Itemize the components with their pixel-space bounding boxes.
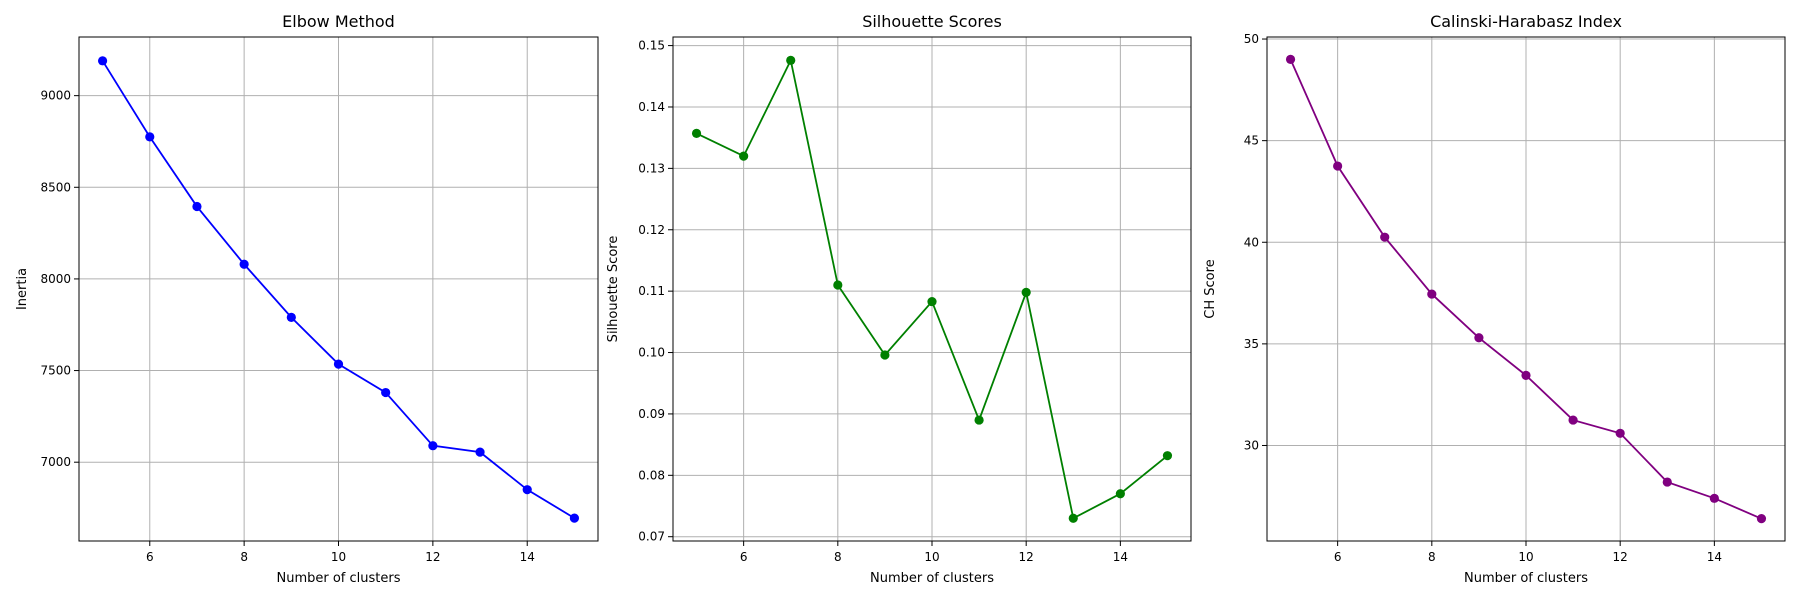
x-tick-label: 8 — [834, 550, 842, 564]
y-tick-label: 0.15 — [638, 39, 665, 53]
x-tick-label: 12 — [1613, 550, 1628, 564]
y-tick-label: 35 — [1244, 337, 1259, 351]
data-point — [475, 447, 485, 457]
data-point — [1021, 287, 1031, 297]
y-axis-label: CH Score — [1203, 259, 1218, 318]
chart-title: Elbow Method — [282, 12, 395, 31]
chart-title: Calinski-Harabasz Index — [1430, 12, 1622, 31]
data-point — [1068, 513, 1078, 523]
y-tick-label: 0.13 — [638, 161, 665, 175]
x-tick-label: 8 — [1428, 550, 1436, 564]
y-tick-label: 0.10 — [638, 346, 665, 360]
data-point — [1427, 289, 1437, 299]
data-point — [97, 56, 108, 66]
y-tick-label: 7000 — [40, 455, 71, 469]
y-tick-label: 45 — [1244, 134, 1259, 148]
y-tick-label: 0.07 — [638, 530, 665, 544]
x-tick-label: 14 — [520, 550, 535, 564]
x-tick-label: 12 — [1019, 550, 1034, 564]
data-point — [786, 55, 796, 65]
data-point — [691, 128, 702, 138]
x-tick-label: 14 — [1707, 550, 1722, 564]
data-point — [145, 132, 155, 142]
chart-panel-3: 6 8 10 12 14 30 35 40 45 50 Calinski-Harabasz Inde… — [1203, 12, 1786, 586]
data-point — [522, 485, 532, 495]
x-tick-label: 6 — [740, 550, 748, 564]
y-tick-label: 0.12 — [638, 223, 665, 237]
data-point — [1474, 333, 1484, 343]
y-axis-label: Inertia — [15, 268, 30, 310]
y-tick-label: 50 — [1244, 32, 1259, 46]
data-point — [192, 201, 202, 212]
data-point — [1709, 493, 1719, 503]
chart-panel-2: 6 8 10 12 14 0.07 0.08 0.09 0.10 0.11 0.12 0.13 0.14… — [606, 12, 1192, 586]
x-tick-label: 10 — [331, 550, 346, 564]
data-point — [239, 259, 249, 269]
plot-frame — [78, 36, 599, 542]
y-tick-label: 0.14 — [638, 100, 665, 114]
data-point — [1756, 514, 1767, 524]
y-tick-label: 7500 — [40, 364, 71, 378]
data-point — [974, 415, 984, 425]
data-point — [1380, 232, 1390, 242]
y-tick-label: 8500 — [40, 180, 71, 194]
chart-title: Silhouette Scores — [862, 12, 1002, 31]
data-point — [1568, 415, 1578, 425]
y-tick-label: 0.11 — [638, 284, 665, 298]
data-point — [833, 280, 843, 290]
x-axis-label: Number of clusters — [276, 571, 400, 586]
data-point — [428, 441, 438, 451]
data-point — [1521, 370, 1531, 380]
x-tick-label: 10 — [924, 550, 939, 564]
x-tick-label: 12 — [425, 550, 440, 564]
data-point — [286, 312, 296, 323]
x-axis-label: Number of clusters — [870, 571, 994, 586]
y-axis-label: Silhouette Score — [606, 236, 621, 343]
y-tick-label: 40 — [1244, 235, 1259, 249]
chart-panel-1: 6 8 10 12 14 7000 7500 8000 8500 9000 Elbow Method… — [15, 12, 599, 586]
plot-frame — [672, 36, 1192, 542]
x-tick-label: 8 — [240, 550, 248, 564]
y-tick-label: 9000 — [40, 89, 71, 103]
data-point — [381, 387, 391, 398]
x-axis-label: Number of clusters — [1464, 571, 1588, 586]
data-point — [1162, 451, 1173, 461]
data-point — [1115, 489, 1125, 499]
data-point — [1662, 477, 1672, 487]
data-point — [569, 513, 580, 523]
data-point — [1333, 161, 1343, 171]
x-tick-label: 14 — [1113, 550, 1128, 564]
data-point — [739, 151, 749, 161]
data-point — [1285, 54, 1296, 64]
data-point — [333, 359, 344, 369]
x-tick-label: 10 — [1518, 550, 1533, 564]
data-point — [880, 350, 890, 360]
y-tick-label: 0.09 — [638, 407, 665, 421]
data-point — [1615, 428, 1625, 438]
y-tick-label: 8000 — [40, 272, 71, 286]
y-tick-label: 30 — [1244, 438, 1259, 452]
y-tick-label: 0.08 — [638, 468, 665, 482]
x-tick-label: 6 — [146, 550, 154, 564]
x-tick-label: 6 — [1334, 550, 1342, 564]
plot-frame — [1266, 36, 1786, 542]
data-point — [927, 296, 937, 307]
